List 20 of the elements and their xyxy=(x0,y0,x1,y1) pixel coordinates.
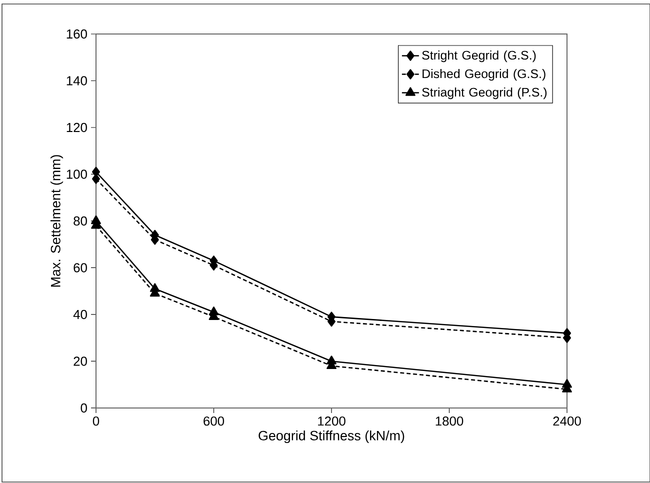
x-axis-title: Geogrid Stiffness (kN/m) xyxy=(258,430,404,444)
x-tick-label: 1800 xyxy=(436,416,464,426)
y-tick-label: 120 xyxy=(66,122,87,132)
y-tick-label: 60 xyxy=(74,263,87,272)
legend-label: Stright Gegrid (G.S.) xyxy=(422,50,536,62)
y-axis-title: Max. Settelment (mm) xyxy=(50,155,64,287)
x-tick-label: 0 xyxy=(92,416,100,426)
y-tick-label: 80 xyxy=(74,216,87,226)
legend-label: Dished Geogrid (G.S.) xyxy=(422,68,546,81)
legend-label: Striaght Geogrid (P.S.) xyxy=(422,87,547,100)
x-tick-label: 1200 xyxy=(318,416,346,426)
x-tick-label: 600 xyxy=(204,416,224,426)
y-tick-label: 140 xyxy=(66,76,87,86)
y-tick-label: 40 xyxy=(73,310,87,320)
y-tick-label: 100 xyxy=(66,170,87,179)
y-tick-label: 20 xyxy=(74,356,87,366)
x-tick-label: 2400 xyxy=(553,416,581,426)
y-tick-label: 160 xyxy=(66,29,87,39)
point xyxy=(92,174,100,184)
y-tick-label: 0 xyxy=(80,403,87,413)
